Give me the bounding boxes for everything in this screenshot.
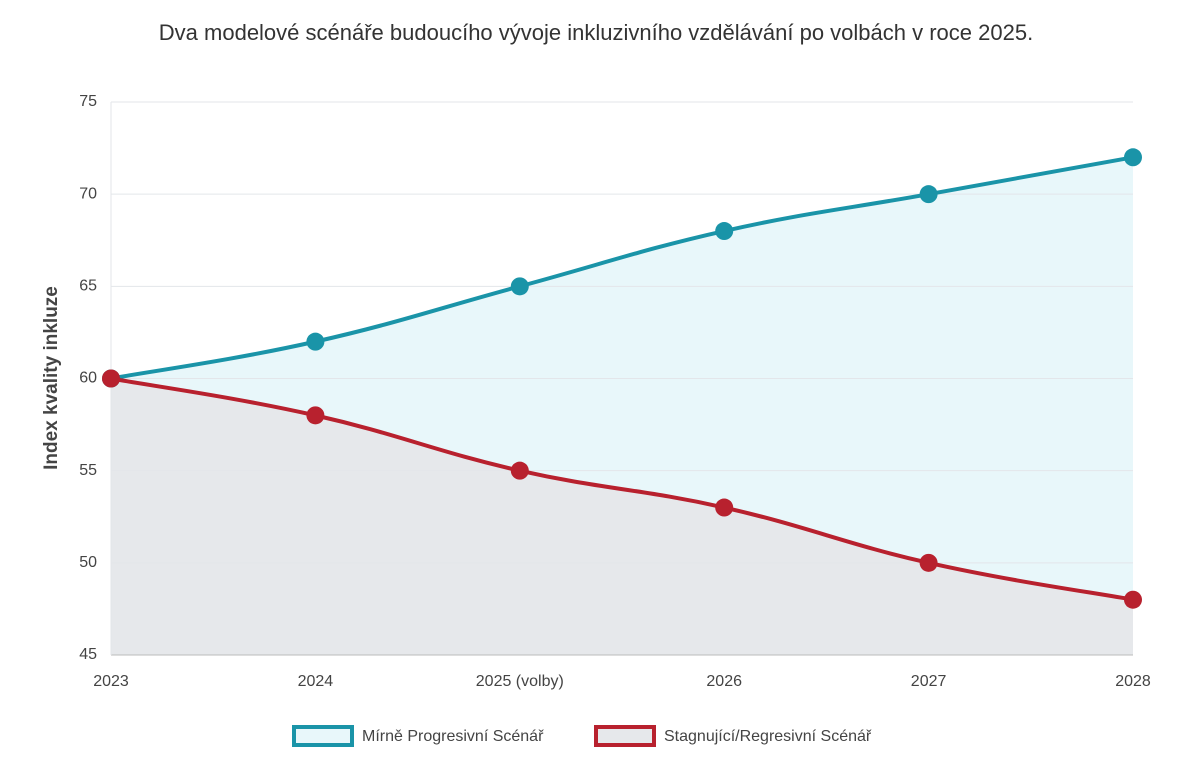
legend-label: Mírně Progresivní Scénář [362,728,544,745]
series-line [110,376,1134,602]
y-tick-label: 55 [79,462,97,479]
x-tick-label: 2024 [298,673,334,690]
data-point [1124,590,1142,609]
y-tick-label: 75 [79,93,97,110]
x-tick-label: 2027 [911,673,947,690]
y-tick-label: 65 [79,278,97,295]
legend-label: Stagnující/Regresivní Scénář [664,728,872,745]
y-axis-label: Index kvality inkluze [41,286,62,470]
data-point [715,498,734,517]
data-point [919,185,938,204]
x-tick-label: 2026 [706,673,742,690]
series-area [111,378,1133,655]
series-line [110,155,1134,381]
areas [111,157,1133,656]
legend-swatch [292,725,354,747]
data-point [102,369,120,388]
x-tick-label: 2023 [93,673,129,690]
lines [102,148,1142,609]
data-point [1124,148,1142,167]
x-tick-label: 2025 (volby) [476,673,564,690]
data-point [306,406,325,425]
legend-swatch [594,725,656,747]
y-tick-label: 45 [79,646,97,663]
y-tick-label: 50 [79,554,97,571]
y-tick-label: 60 [79,370,97,387]
data-point [919,553,938,572]
chart-title: Dva modelové scénáře budoucího vývoje in… [159,20,1033,45]
data-point [715,222,734,241]
data-point [306,332,325,351]
data-point [510,461,529,480]
y-tick-label: 70 [79,185,97,202]
data-point [510,277,529,296]
legend: Mírně Progresivní Scénář Stagnující/Regre… [292,725,872,747]
x-tick-label: 2028 [1115,673,1151,690]
